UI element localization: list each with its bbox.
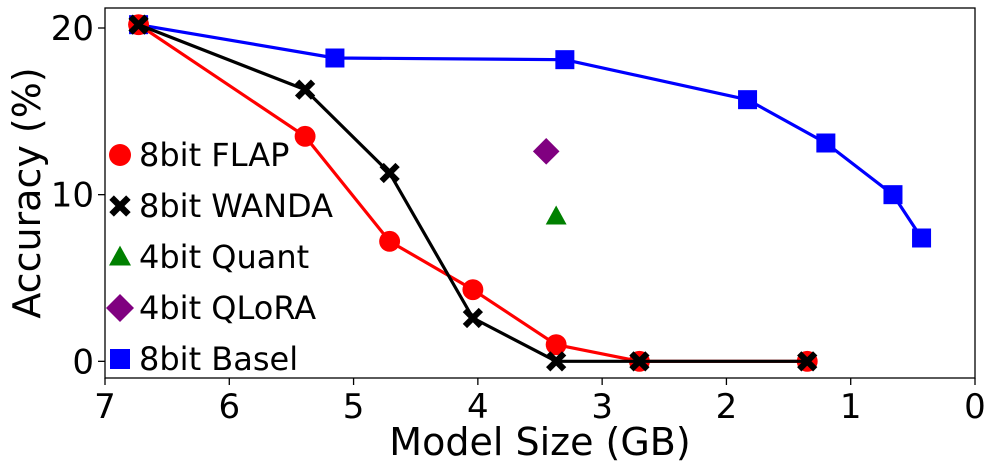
data-point-8bit-wanda [629,351,650,372]
y-tick-label: 20 [51,9,94,49]
x-tick-label: 4 [467,387,489,427]
legend-label-4bit-quant: 4bit Quant [139,238,309,276]
legend-entry-8bit-wanda: 8bit WANDA [109,187,333,225]
data-point-8bit-wanda [797,351,818,372]
x-axis-title: Model Size (GB) [389,420,690,464]
y-tick-label: 0 [72,342,94,382]
data-point-8bit-basel [883,185,903,205]
data-point-8bit-flap [379,230,401,252]
legend-marker-8bit-wanda [109,195,131,217]
x-tick-label: 2 [716,387,738,427]
legend-label-8bit-flap: 8bit FLAP [139,136,289,174]
legend: 8bit FLAP 8bit WANDA 4bit Quant 4bit QLoRA 8… [106,136,333,378]
data-point-8bit-flap [545,334,567,356]
data-point-8bit-basel [325,48,345,68]
legend-marker-4bit-quant [109,245,131,266]
series-4bit-qlora [532,138,560,165]
y-tick-label: 10 [51,176,94,216]
x-tick-label: 5 [343,387,365,427]
y-axis-title: Accuracy (%) [5,67,49,318]
data-point-8bit-wanda [294,79,316,100]
data-point-8bit-basel [912,228,932,248]
data-point-8bit-wanda [462,307,484,329]
x-tick-label: 0 [964,387,986,427]
data-point-8bit-wanda [379,162,400,184]
data-point-4bit-qlora [532,138,560,165]
data-point-4bit-quant [545,205,567,225]
data-point-8bit-wanda [546,351,567,372]
legend-label-8bit-wanda: 8bit WANDA [139,187,333,225]
legend-entry-8bit-flap: 8bit FLAP [109,136,289,174]
legend-entry-4bit-quant: 4bit Quant [109,238,309,276]
legend-entry-4bit-qlora: 4bit QLoRA [106,289,316,327]
x-tick-label: 3 [591,387,613,427]
legend-marker-4bit-qlora [106,294,134,322]
x-tick-label: 1 [840,387,862,427]
legend-label-4bit-qlora: 4bit QLoRA [139,289,316,327]
legend-marker-8bit-flap [109,144,131,166]
data-point-8bit-flap [462,279,484,301]
data-point-8bit-basel [738,90,758,110]
x-tick-label: 6 [218,387,240,427]
series-8bit-wanda [128,14,818,372]
series-4bit-quant [545,205,567,225]
x-tick-label: 7 [94,387,116,427]
data-point-8bit-wanda [128,14,149,35]
legend-marker-8bit-basel [110,349,130,369]
data-point-8bit-basel [555,50,575,70]
data-point-8bit-flap [294,125,316,147]
legend-entry-8bit-basel: 8bit Basel [110,340,298,378]
data-point-8bit-basel [816,133,836,153]
series-layer [128,14,932,372]
legend-label-8bit-basel: 8bit Basel [139,340,298,378]
